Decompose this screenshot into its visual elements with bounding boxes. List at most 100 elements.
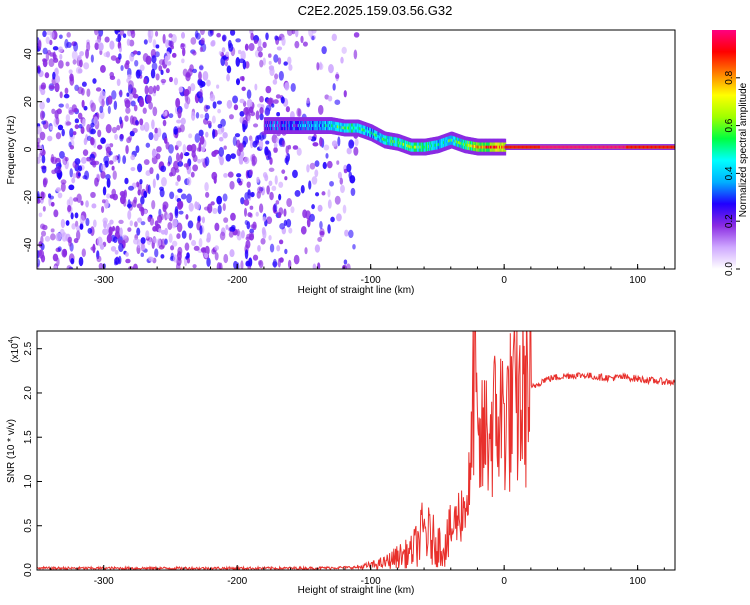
noise-blob <box>130 30 136 39</box>
noise-blob <box>82 175 88 180</box>
noise-blob <box>203 252 209 259</box>
noise-blob <box>259 95 264 103</box>
noise-blob <box>278 239 284 245</box>
noise-blob <box>119 116 123 125</box>
noise-blob <box>105 173 111 180</box>
noise-blob <box>71 50 78 61</box>
noise-blob <box>151 199 156 210</box>
noise-blob <box>169 172 173 177</box>
noise-blob <box>136 227 141 236</box>
noise-blob <box>127 74 132 80</box>
noise-blob <box>143 39 148 45</box>
y-tick-label: 0.5 <box>23 518 34 532</box>
noise-blob <box>152 106 158 117</box>
noise-blob <box>65 114 71 122</box>
noise-blob <box>206 257 211 267</box>
noise-blob <box>219 231 226 241</box>
noise-blob <box>81 99 85 108</box>
noise-blob <box>181 58 185 64</box>
noise-blob <box>154 30 159 37</box>
noise-blob <box>147 30 151 38</box>
x-tick-label: -100 <box>361 275 381 286</box>
noise-blob <box>252 140 258 148</box>
noise-blob <box>109 194 115 199</box>
noise-blob <box>281 36 286 46</box>
noise-blob <box>148 101 153 110</box>
noise-blob <box>86 88 91 98</box>
noise-blob <box>290 82 296 92</box>
noise-blob <box>194 133 201 143</box>
noise-blob <box>90 128 96 135</box>
noise-blob <box>188 202 194 212</box>
noise-blob <box>165 68 170 74</box>
noise-blob <box>248 232 255 238</box>
noise-blob <box>314 160 320 168</box>
noise-blob <box>117 33 122 43</box>
noise-blob <box>238 58 245 64</box>
noise-blob <box>284 157 288 164</box>
noise-blob <box>268 60 272 65</box>
noise-blob <box>67 205 72 213</box>
noise-blob <box>164 55 168 65</box>
noise-blob <box>92 78 97 84</box>
noise-blob <box>125 106 131 114</box>
noise-blob <box>170 245 175 251</box>
noise-blob <box>283 219 288 227</box>
noise-blob <box>152 237 158 244</box>
noise-blob <box>150 68 156 79</box>
noise-blob <box>276 46 283 51</box>
noise-blob <box>78 123 83 129</box>
noise-blob <box>198 71 202 81</box>
noise-blob <box>112 225 116 232</box>
noise-blob <box>190 143 197 153</box>
noise-blob <box>100 137 106 144</box>
noise-blob <box>185 214 189 220</box>
noise-blob <box>188 232 192 241</box>
noise-blob <box>247 189 251 199</box>
noise-blob <box>291 30 296 35</box>
noise-blob <box>54 82 60 93</box>
noise-blob <box>138 96 145 107</box>
noise-blob <box>144 85 149 95</box>
noise-blob <box>321 46 327 55</box>
y-tick-label: -20 <box>23 190 34 205</box>
noise-blob <box>49 31 55 40</box>
noise-blob <box>124 177 129 185</box>
noise-blob <box>192 68 198 74</box>
noise-blob <box>322 161 327 170</box>
noise-blob <box>165 39 170 49</box>
noise-blob <box>353 32 360 38</box>
noise-blob <box>214 222 220 232</box>
noise-blob <box>199 88 203 99</box>
noise-blob <box>354 138 359 147</box>
noise-blob <box>85 200 89 208</box>
noise-blob <box>82 118 86 127</box>
noise-blob <box>210 40 216 47</box>
noise-blob <box>296 107 301 117</box>
noise-blob <box>288 64 293 71</box>
x-tick-label: 100 <box>629 576 646 587</box>
noise-blob <box>77 54 82 61</box>
noise-blob <box>249 138 254 149</box>
noise-blob <box>133 104 138 112</box>
noise-blob <box>287 259 292 269</box>
noise-blob <box>249 169 253 176</box>
noise-blob <box>152 85 157 94</box>
noise-blob <box>198 238 203 248</box>
noise-blob <box>53 54 58 60</box>
y-tick-label: 1.0 <box>23 474 34 488</box>
noise-blob <box>302 41 308 47</box>
noise-blob <box>213 175 217 184</box>
noise-blob <box>207 30 214 37</box>
noise-blob <box>245 260 251 267</box>
noise-blob <box>252 254 259 261</box>
noise-blob <box>259 59 264 68</box>
noise-blob <box>93 116 99 126</box>
noise-blob <box>255 211 259 217</box>
noise-blob <box>192 264 197 269</box>
noise-blob <box>143 190 148 199</box>
noise-blob <box>287 144 292 150</box>
noise-blob <box>340 56 344 64</box>
snr-frame <box>36 330 676 571</box>
